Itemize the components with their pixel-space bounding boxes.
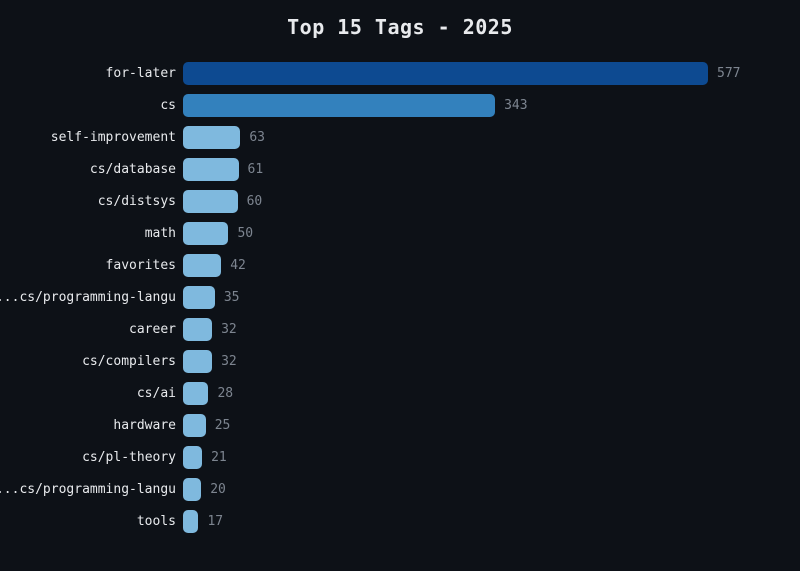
bar-row: tools 17 [0, 505, 800, 537]
value-label: 32 [221, 321, 237, 337]
value-label: 343 [504, 97, 528, 113]
value-label: 20 [210, 481, 226, 497]
bar-row: career 32 [0, 313, 800, 345]
bar [183, 477, 202, 501]
bar [183, 157, 239, 181]
bar [183, 61, 708, 85]
bar [183, 125, 241, 149]
bar-row: cs/compilers 32 [0, 345, 800, 377]
bar-row: math 50 [0, 217, 800, 249]
value-label: 577 [717, 65, 741, 81]
bar [183, 349, 213, 373]
tag-label: self-improvement [50, 129, 176, 145]
value-label: 61 [247, 161, 264, 177]
bar-row: for-later 577 [0, 57, 800, 89]
bar [183, 317, 213, 341]
tag-label: cs/distsys [97, 193, 176, 209]
value-label: 21 [211, 449, 227, 465]
bar [183, 253, 222, 277]
chart-title: Top 15 Tags - 2025 [287, 15, 513, 39]
tag-label: cs/pl-theory [82, 449, 176, 465]
tag-label: career [129, 321, 176, 337]
value-label: 35 [223, 289, 240, 305]
value-label: 50 [237, 225, 254, 241]
bar-row: cs/pl-theory 21 [0, 441, 800, 473]
tag-label: cs [160, 97, 176, 113]
tag-label: cs/compilers [82, 353, 176, 369]
tag-label: favorites [105, 257, 176, 273]
value-label: 63 [249, 129, 265, 145]
bar [183, 445, 203, 469]
bar [183, 413, 206, 437]
tag-label: cs/ai [136, 385, 176, 401]
tag-label: cs/programming-langu... [0, 481, 176, 497]
value-label: 17 [207, 513, 224, 529]
bar-row: favorites 42 [0, 249, 800, 281]
value-label: 32 [221, 353, 237, 369]
tag-label: tools [136, 513, 176, 529]
value-label: 28 [217, 385, 234, 401]
bar [183, 381, 209, 405]
bar-row: cs/programming-langu... 20 [0, 473, 800, 505]
bar-row: cs/distsys 60 [0, 185, 800, 217]
bar-row: cs/programming-langu... 35 [0, 281, 800, 313]
tag-label: for-later [105, 65, 176, 81]
tag-label: cs/database [89, 161, 176, 177]
value-label: 25 [214, 417, 231, 433]
tag-label: hardware [113, 417, 176, 433]
bar-row: cs/database 61 [0, 153, 800, 185]
bar [183, 221, 229, 245]
tag-label: cs/programming-langu... [0, 289, 176, 305]
bar-row: self-improvement 63 [0, 121, 800, 153]
bar [183, 189, 238, 213]
bar-row: hardware 25 [0, 409, 800, 441]
tag-label: math [144, 225, 176, 241]
value-label: 42 [230, 257, 246, 273]
bar [183, 509, 199, 533]
bar-row: cs/ai 28 [0, 377, 800, 409]
bar-row: cs 343 [0, 89, 800, 121]
bar [183, 285, 215, 309]
bar [183, 93, 496, 117]
value-label: 60 [246, 193, 263, 209]
bar-rows: for-later 577 cs 343 self-improvement 63 cs/da… [0, 57, 800, 537]
